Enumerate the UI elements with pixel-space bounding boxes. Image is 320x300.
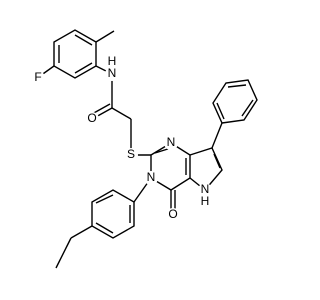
atom-label: O: [87, 111, 96, 125]
bond: [213, 153, 221, 169]
label-bg: [85, 112, 99, 126]
bond: [95, 30, 115, 43]
atom-label: F: [34, 70, 41, 84]
label-bg: [166, 208, 180, 222]
bond: [95, 222, 114, 234]
bond: [111, 107, 132, 120]
bond: [216, 102, 225, 120]
atom-label: N: [201, 182, 210, 196]
molecule-diagram: F N H O S N N O N H: [31, 29, 258, 269]
atom-label: S: [127, 147, 135, 161]
label-bg: [198, 183, 212, 197]
bond: [227, 84, 247, 88]
label-bg: [105, 67, 119, 81]
bond: [55, 237, 72, 269]
atom-label: N: [108, 66, 117, 80]
label-bg: [124, 148, 138, 162]
ring: [91, 189, 135, 239]
bond: [74, 62, 93, 74]
ring: [212, 79, 258, 124]
bond: [91, 103, 111, 115]
bonds: [39, 29, 258, 269]
atom-label: H: [108, 54, 117, 68]
ring: [150, 142, 191, 191]
label-bg: [164, 136, 178, 150]
ring: [53, 29, 97, 79]
atom-label: N: [167, 135, 176, 149]
atom-label: O: [168, 207, 177, 221]
bond: [211, 122, 223, 149]
atom-labels: F N H O S N N O N H: [31, 54, 212, 222]
label-bg: [31, 71, 45, 85]
bond: [241, 99, 254, 117]
bond: [95, 194, 114, 204]
label-bg: [144, 171, 158, 185]
bond: [70, 225, 93, 239]
atom-label: N: [147, 170, 156, 184]
atom-label: H: [201, 194, 210, 208]
bond: [74, 34, 93, 46]
